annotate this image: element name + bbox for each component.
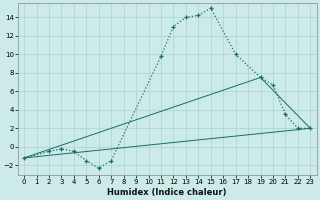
X-axis label: Humidex (Indice chaleur): Humidex (Indice chaleur)	[108, 188, 227, 197]
